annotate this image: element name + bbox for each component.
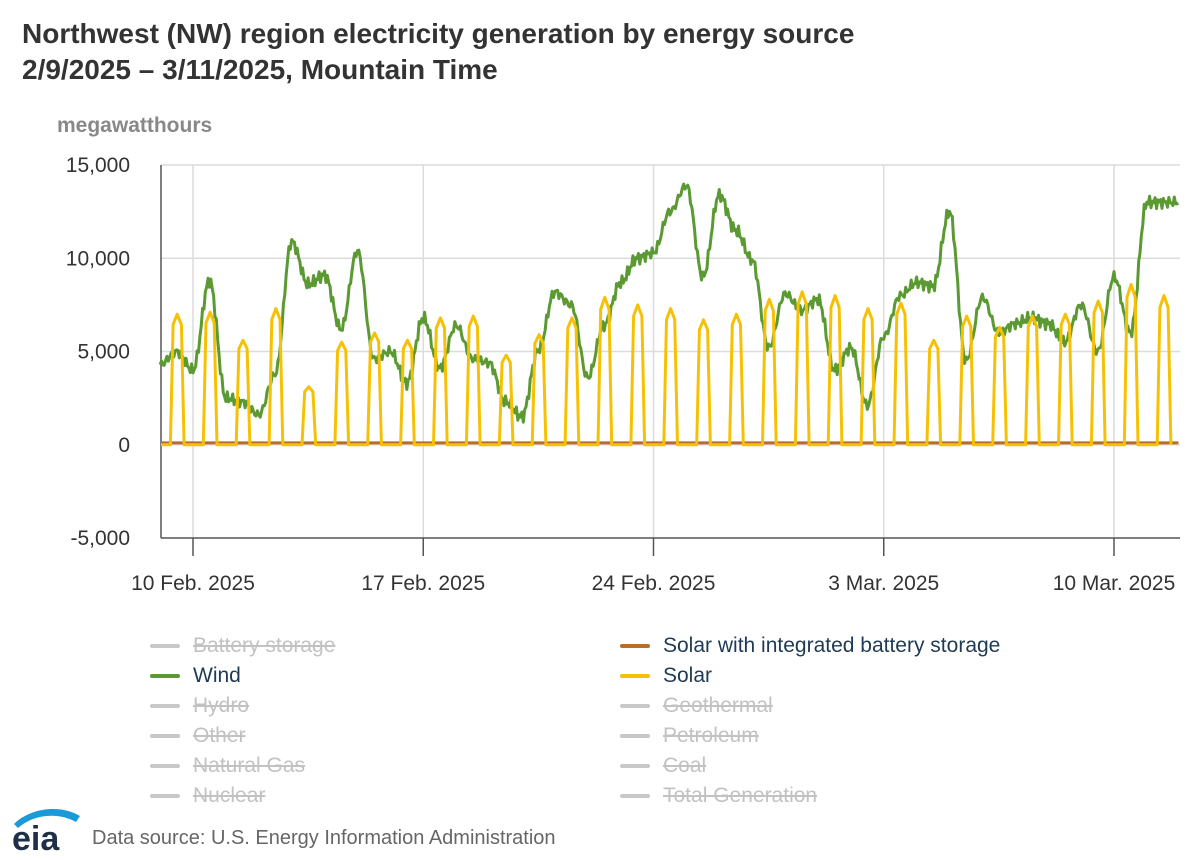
x-tick-label: 10 Mar. 2025 [1053, 572, 1176, 595]
legend-label: Nuclear [193, 784, 266, 807]
legend-swatch [620, 644, 650, 648]
series-layer [158, 182, 1179, 447]
data-source-text: Data source: U.S. Energy Information Adm… [92, 827, 556, 849]
legend-swatch [150, 674, 180, 678]
x-tick-label: 17 Feb. 2025 [361, 572, 485, 595]
legend-item[interactable]: Petroleum [620, 721, 759, 751]
legend-label: Wind [193, 664, 241, 687]
series-wind-line [158, 182, 1179, 424]
chart-title: Northwest (NW) region electricity genera… [22, 16, 854, 88]
legend-swatch [620, 764, 650, 768]
legend-label: Petroleum [663, 724, 759, 747]
footer: eia Data source: U.S. Energy Information… [10, 802, 556, 854]
legend-swatch [150, 794, 180, 798]
eia-logo-text: eia [12, 820, 60, 854]
y-axis-unit-label: megawatthours [57, 114, 213, 137]
y-tick-label: -5,000 [70, 527, 130, 550]
legend-item[interactable]: Solar [620, 661, 712, 691]
legend-item[interactable]: Other [150, 721, 246, 751]
x-tick-label: 3 Mar. 2025 [828, 572, 939, 595]
legend-swatch [150, 764, 180, 768]
legend-label: Solar with integrated battery storage [663, 634, 1001, 657]
legend-item[interactable]: Total Generation [620, 781, 817, 811]
legend-item[interactable]: Battery storage [150, 631, 335, 661]
legend-label: Coal [663, 754, 707, 777]
legend-label: Other [193, 724, 246, 747]
legend-label: Total Generation [663, 784, 818, 807]
legend-swatch [150, 704, 180, 708]
y-tick-label: 5,000 [77, 341, 130, 364]
legend-item[interactable]: Hydro [150, 691, 249, 721]
x-tick-label: 24 Feb. 2025 [592, 572, 716, 595]
grid-layer [161, 164, 1180, 538]
series-solar-line [161, 282, 1173, 447]
legend-item[interactable]: Geothermal [620, 691, 773, 721]
legend-item[interactable]: Coal [620, 751, 706, 781]
y-tick-label: 10,000 [66, 247, 130, 270]
legend-swatch [620, 734, 650, 738]
legend-item[interactable]: Natural Gas [150, 751, 305, 781]
y-tick-label: 0 [118, 434, 130, 457]
legend-swatch [150, 734, 180, 738]
chart-title-line2: 2/9/2025 – 3/11/2025, Mountain Time [22, 54, 498, 85]
eia-logo-icon[interactable]: eia [10, 802, 82, 854]
legend-item[interactable]: Nuclear [150, 781, 265, 811]
legend-label: Battery storage [193, 634, 336, 657]
legend-label: Hydro [193, 694, 250, 717]
legend-item[interactable]: Solar with integrated battery storage [620, 631, 1000, 661]
x-tick-label: 10 Feb. 2025 [131, 572, 255, 595]
legend-label: Natural Gas [193, 754, 306, 777]
legend-swatch [150, 644, 180, 648]
legend-item[interactable]: Wind [150, 661, 241, 691]
legend-swatch [620, 704, 650, 708]
legend-label: Geothermal [663, 694, 773, 717]
y-tick-label: 15,000 [66, 154, 130, 177]
legend-swatch [620, 794, 650, 798]
legend-label: Solar [663, 664, 713, 687]
chart-title-line1: Northwest (NW) region electricity genera… [22, 18, 855, 49]
legend-swatch [620, 674, 650, 678]
